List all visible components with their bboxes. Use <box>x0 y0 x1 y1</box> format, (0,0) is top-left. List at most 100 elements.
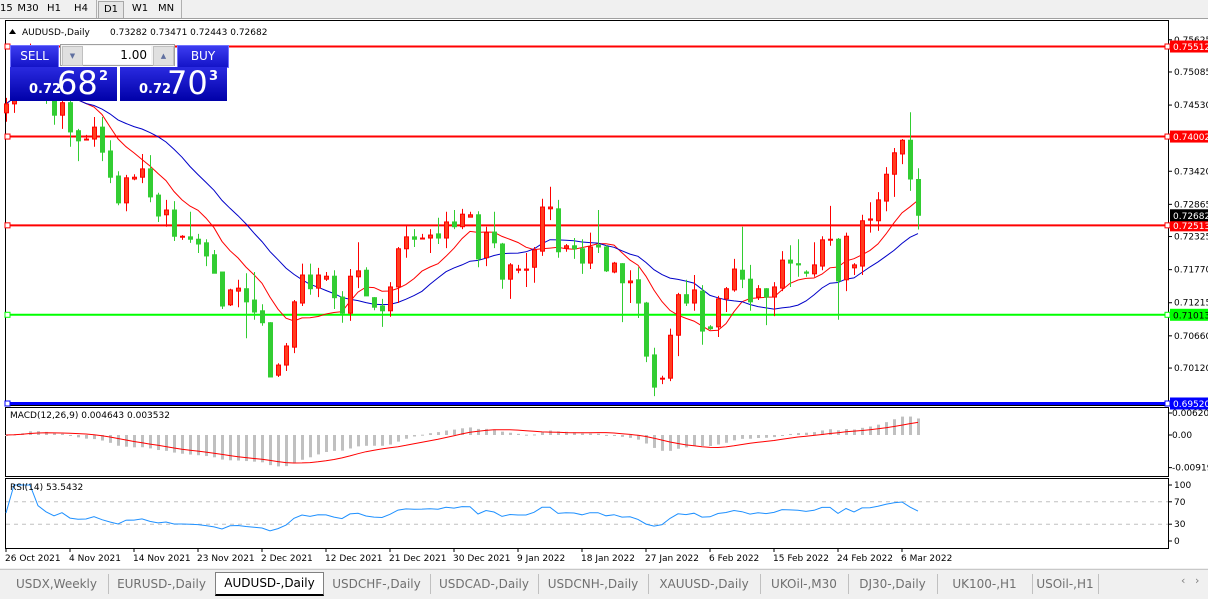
candle[interactable] <box>132 174 137 181</box>
line-handle-icon[interactable] <box>1164 222 1171 229</box>
candle[interactable] <box>892 148 897 197</box>
tab-ukoil-m30[interactable]: UKOil-,M30 <box>760 574 849 594</box>
candle[interactable] <box>356 242 361 289</box>
candle[interactable] <box>540 198 545 256</box>
candle[interactable] <box>740 226 745 289</box>
candle[interactable] <box>268 322 273 378</box>
candle[interactable] <box>316 267 321 298</box>
timeframe-h1[interactable]: H1 <box>47 3 61 14</box>
tab-dj30-daily[interactable]: DJ30-,Daily <box>848 574 938 594</box>
candle[interactable] <box>860 214 865 276</box>
candle[interactable] <box>228 288 233 307</box>
lot-size-input[interactable]: 1.00 <box>83 46 151 64</box>
candle[interactable] <box>796 239 801 277</box>
candle[interactable] <box>812 242 817 277</box>
timeframe-d1[interactable]: D1 <box>98 1 124 18</box>
tab-xauusd-daily[interactable]: XAUUSD-,Daily <box>648 574 761 594</box>
line-handle-icon[interactable] <box>4 222 11 229</box>
candle[interactable] <box>516 264 521 274</box>
candle[interactable] <box>196 233 201 253</box>
candle[interactable] <box>340 291 345 323</box>
candle[interactable] <box>788 245 793 287</box>
candle[interactable] <box>172 201 177 242</box>
collapse-triangle-icon[interactable] <box>9 29 16 34</box>
timeframe-h4[interactable]: H4 <box>74 3 88 14</box>
candle[interactable] <box>716 295 721 338</box>
lot-size-stepper[interactable]: ▼ 1.00 ▲ <box>60 44 175 66</box>
candle[interactable] <box>92 116 97 147</box>
increase-lot-icon[interactable]: ▲ <box>153 46 174 66</box>
candle[interactable] <box>108 140 113 184</box>
candle[interactable] <box>484 226 489 267</box>
candle[interactable] <box>596 210 601 253</box>
candle[interactable] <box>100 116 105 162</box>
tab-usdx-weekly[interactable]: USDX,Weekly <box>5 574 109 594</box>
candle[interactable] <box>156 192 161 222</box>
candle[interactable] <box>724 286 729 312</box>
candle[interactable] <box>764 288 769 326</box>
candle[interactable] <box>236 279 241 308</box>
candle[interactable] <box>868 202 873 233</box>
candle[interactable] <box>388 282 393 317</box>
candle[interactable] <box>276 363 281 377</box>
candle[interactable] <box>492 211 497 249</box>
candle[interactable] <box>348 269 353 321</box>
scroll-left-icon[interactable]: ‹ <box>1181 574 1186 587</box>
candle[interactable] <box>396 246 401 304</box>
candle[interactable] <box>572 238 577 259</box>
candle[interactable] <box>468 211 473 218</box>
timeframe-m30[interactable]: M30 <box>17 3 39 14</box>
tab-usdchf-daily[interactable]: USDCHF-,Daily <box>323 574 431 594</box>
candle[interactable] <box>628 270 633 304</box>
candle[interactable] <box>772 282 777 317</box>
candle[interactable] <box>308 263 313 295</box>
candle[interactable] <box>260 304 265 326</box>
candle[interactable] <box>476 211 481 268</box>
candle[interactable] <box>252 272 257 320</box>
candle[interactable] <box>60 99 65 129</box>
candle[interactable] <box>564 244 569 252</box>
candle[interactable] <box>420 233 425 240</box>
tab-audusd-daily[interactable]: AUDUSD-,Daily <box>215 572 324 596</box>
candle[interactable] <box>332 270 337 310</box>
candle[interactable] <box>636 267 641 318</box>
tab-eurusd-daily[interactable]: EURUSD-,Daily <box>108 574 216 594</box>
candle[interactable] <box>116 171 121 206</box>
line-handle-icon[interactable] <box>4 311 11 318</box>
candle[interactable] <box>908 112 913 191</box>
candle[interactable] <box>620 263 625 323</box>
candle[interactable] <box>148 155 153 203</box>
sell-button[interactable]: SELL <box>10 45 59 68</box>
tab-usdcad-daily[interactable]: USDCAD-,Daily <box>430 574 539 594</box>
candle[interactable] <box>804 270 809 277</box>
candle[interactable] <box>324 272 329 281</box>
candle[interactable] <box>4 97 9 122</box>
candle[interactable] <box>668 328 673 382</box>
candle[interactable] <box>164 199 169 227</box>
candle[interactable] <box>660 375 665 385</box>
candle[interactable] <box>500 242 505 289</box>
timeframe-w1[interactable]: W1 <box>131 3 149 14</box>
candle[interactable] <box>412 229 417 247</box>
candle[interactable] <box>684 279 689 307</box>
line-handle-icon[interactable] <box>4 133 11 140</box>
candle[interactable] <box>548 186 553 221</box>
candle[interactable] <box>916 168 921 230</box>
candle[interactable] <box>900 139 905 165</box>
price-chart[interactable]: 0.756250.750850.745300.734200.728650.723… <box>0 0 1208 568</box>
candle[interactable] <box>532 246 537 283</box>
candle[interactable] <box>404 226 409 258</box>
line-handle-icon[interactable] <box>4 400 11 407</box>
timeframe-m15[interactable]: 15 <box>0 3 13 14</box>
candle[interactable] <box>292 300 297 354</box>
candle[interactable] <box>820 236 825 271</box>
candle[interactable] <box>124 174 129 212</box>
candle[interactable] <box>84 134 89 141</box>
tab-usoil-h1[interactable]: USOil-,H1 <box>1032 574 1099 594</box>
candle[interactable] <box>364 267 369 297</box>
candle[interactable] <box>748 264 753 311</box>
candle[interactable] <box>676 292 681 357</box>
candle[interactable] <box>180 235 185 240</box>
candle[interactable] <box>780 251 785 292</box>
candle[interactable] <box>876 192 881 231</box>
